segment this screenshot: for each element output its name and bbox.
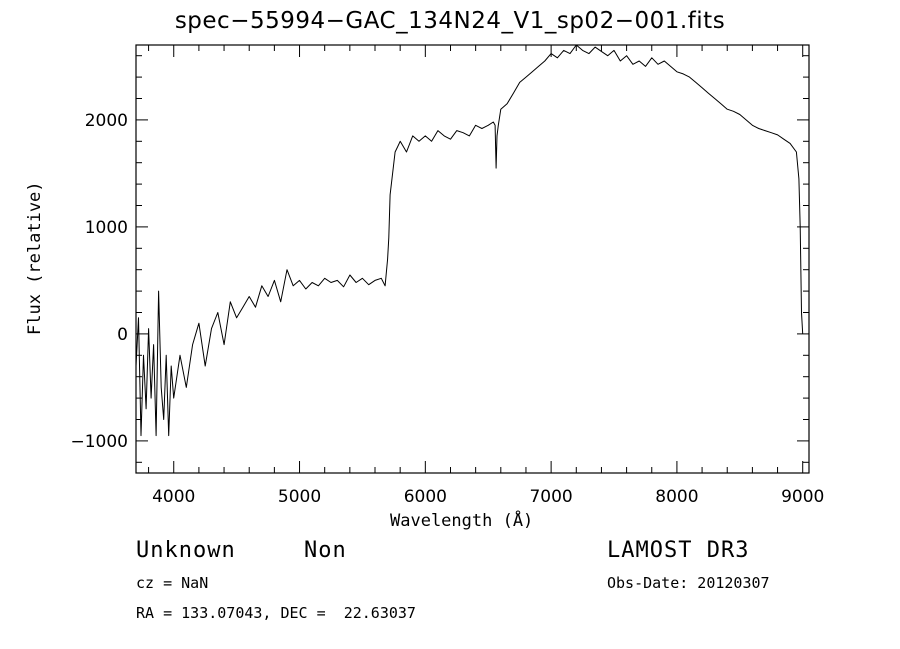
y-axis-label: Flux (relative): [25, 181, 45, 335]
x-tick-label: 7000: [529, 487, 572, 507]
axis-tick-labels: 4000 5000 6000 7000 8000 9000 −1000 0 1000 2000: [70, 111, 824, 507]
cz-value: cz = NaN: [136, 574, 209, 592]
x-tick-label: 4000: [152, 487, 195, 507]
coordinates: RA = 133.07043, DEC = 22.63037: [136, 604, 416, 622]
obs-date: Obs-Date: 20120307: [607, 574, 770, 592]
y-tick-label: −1000: [70, 432, 128, 452]
y-tick-label: 1000: [85, 218, 128, 238]
y-tick-label: 0: [117, 325, 128, 345]
object-class: Unknown: [136, 538, 236, 563]
x-axis-label: Wavelength (Å): [390, 511, 534, 531]
x-tick-label: 8000: [655, 487, 698, 507]
chart-title: spec−55994−GAC_134N24_V1_sp02−001.fits: [174, 8, 726, 34]
x-tick-label: 5000: [278, 487, 321, 507]
plot-frame: [135, 44, 810, 474]
x-tick-label: 6000: [404, 487, 447, 507]
x-tick-label: 9000: [781, 487, 824, 507]
spectrum-line: [135, 44, 804, 437]
survey-label: LAMOST DR3: [607, 538, 750, 563]
axis-ticks: [136, 45, 809, 473]
object-subclass: Non: [304, 538, 347, 563]
y-tick-label: 2000: [85, 111, 128, 131]
